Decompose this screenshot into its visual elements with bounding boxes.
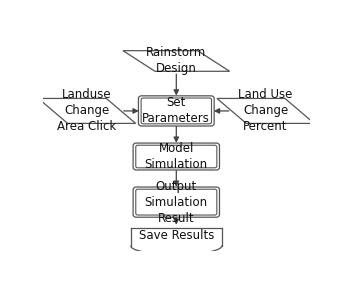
Text: Rainstorm
Design: Rainstorm Design xyxy=(146,47,206,76)
Text: Model
Simulation: Model Simulation xyxy=(145,142,208,171)
Text: Output
Simulation
Result: Output Simulation Result xyxy=(145,180,208,225)
Text: Landuse
Change
Area Click: Landuse Change Area Click xyxy=(57,89,117,133)
FancyBboxPatch shape xyxy=(133,143,219,170)
FancyBboxPatch shape xyxy=(138,96,214,126)
Text: Set
Parameters: Set Parameters xyxy=(142,96,210,125)
Text: Save Results: Save Results xyxy=(139,228,214,241)
FancyBboxPatch shape xyxy=(133,187,219,217)
Bar xyxy=(131,228,222,246)
Text: Land Use
Change
Percent: Land Use Change Percent xyxy=(238,89,293,133)
FancyBboxPatch shape xyxy=(141,98,212,124)
Polygon shape xyxy=(217,98,314,124)
FancyBboxPatch shape xyxy=(136,145,217,168)
Polygon shape xyxy=(38,98,136,124)
FancyBboxPatch shape xyxy=(136,189,217,215)
Polygon shape xyxy=(123,51,230,71)
